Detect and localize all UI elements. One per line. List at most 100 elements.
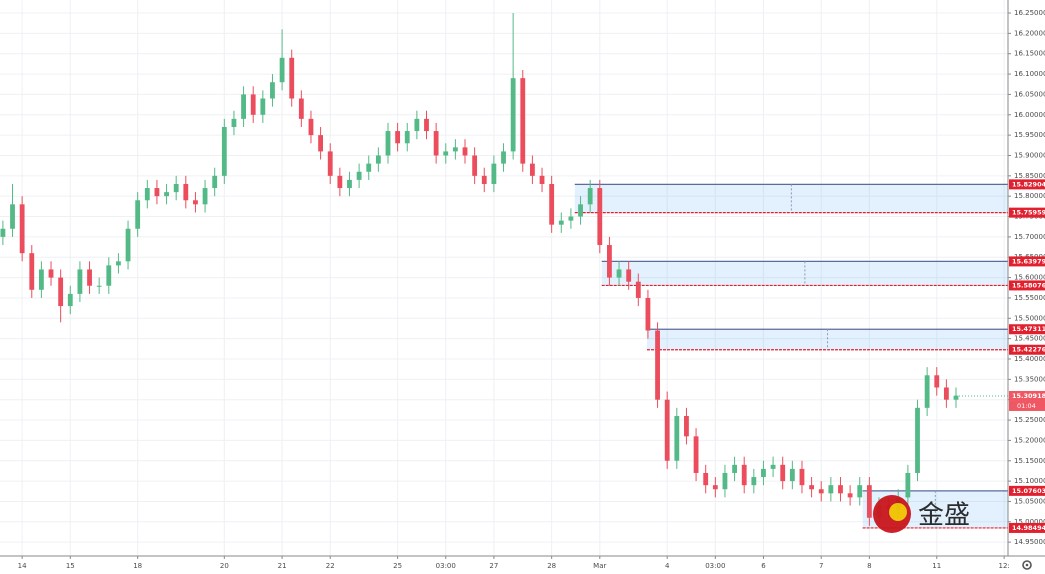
candle-body [298, 98, 304, 119]
y-tick-label: 15.60000 [1014, 274, 1045, 282]
candle-body [48, 269, 54, 278]
candle-body [741, 464, 747, 486]
y-tick-label: 15.95000 [1014, 131, 1045, 139]
price-label: 15.30918 [1012, 392, 1045, 400]
candle-body [356, 171, 362, 180]
candle-body [481, 175, 487, 184]
candle-body [655, 330, 660, 400]
price-label: 14.98494 [1012, 524, 1045, 532]
watermark: 金盛 [873, 495, 970, 533]
x-tick-label: 7 [819, 562, 823, 570]
grid [0, 0, 1008, 556]
y-tick-label: 15.55000 [1014, 294, 1045, 302]
candle-body [0, 228, 6, 237]
x-tick-label: 6 [761, 562, 766, 570]
candle-body [135, 200, 141, 229]
price-label-box [1009, 324, 1045, 335]
candle-body [462, 147, 468, 156]
price-label: 15.42276 [1012, 346, 1045, 354]
candle-body [231, 118, 237, 127]
x-tick-label: 15 [66, 562, 75, 570]
y-tick-label: 16.15000 [1014, 50, 1045, 58]
price-label: 15.75959 [1012, 209, 1045, 217]
candle-body [87, 269, 92, 286]
candle-body [578, 204, 583, 217]
x-tick-label: 11 [932, 562, 941, 570]
candle-body [96, 285, 102, 287]
candle-body [549, 183, 555, 225]
candle-body [433, 131, 439, 156]
candle-body [751, 477, 757, 486]
x-tick-label: 27 [489, 562, 498, 570]
candle-body [943, 387, 949, 400]
candle-body [164, 192, 169, 197]
price-label: 15.82904 [1012, 180, 1045, 188]
x-tick-label: 4 [665, 562, 670, 570]
candle-body [116, 261, 121, 266]
y-tick-label: 15.35000 [1014, 375, 1045, 383]
countdown: 01:04 [1017, 402, 1036, 410]
candle-body [799, 468, 805, 486]
candle-body [558, 220, 564, 225]
candle-body [761, 468, 766, 478]
x-tick-label: 03:00 [436, 562, 456, 570]
candle-body [67, 293, 73, 307]
candle-body [308, 118, 314, 136]
y-tick-label: 15.05000 [1014, 497, 1045, 505]
logo-text: 金盛 [918, 501, 970, 531]
candle-body [289, 57, 295, 99]
candle-body [270, 82, 275, 99]
y-tick-label: 15.85000 [1014, 172, 1045, 180]
candle-body [212, 175, 218, 189]
x-tick-label: 22 [326, 562, 335, 570]
candle-body [250, 94, 256, 115]
candle-body [385, 131, 391, 156]
price-label-box [1009, 207, 1045, 218]
y-tick-label: 15.00000 [1014, 518, 1045, 526]
candle-body [279, 57, 285, 83]
candle-body [58, 277, 64, 307]
candle-body [183, 183, 189, 201]
candle-body [202, 188, 208, 205]
candle-body [510, 78, 516, 152]
candle-body [337, 175, 343, 189]
candle-body [327, 151, 333, 176]
logo-dot [889, 503, 907, 521]
y-tick-label: 16.05000 [1014, 90, 1045, 98]
candle-body [491, 163, 497, 184]
axes: 14.95000 15.00000 15.05000 15.10000 15.15000… [18, 9, 1045, 570]
y-tick-label: 15.25000 [1014, 416, 1045, 424]
candle-body [568, 216, 574, 221]
candle-body [607, 245, 612, 278]
candle-body [472, 155, 478, 176]
y-tick-label: 15.70000 [1014, 233, 1045, 241]
candle-body [452, 147, 458, 152]
price-label-box [1009, 280, 1045, 291]
candle-body [857, 485, 863, 498]
candle-body [520, 78, 526, 164]
candle-body [684, 415, 689, 437]
candle-body [173, 183, 179, 193]
candle-body [838, 485, 843, 494]
zones [574, 183, 1008, 529]
y-tick-label: 15.45000 [1014, 335, 1045, 343]
candle-body [828, 485, 834, 494]
candle-body [443, 151, 449, 156]
candle-body [818, 489, 824, 494]
candle-body [953, 395, 959, 400]
gear[interactable] [1022, 560, 1032, 570]
candle-body [38, 269, 44, 290]
candle-body [501, 151, 506, 164]
candle-body [395, 131, 401, 144]
x-tick-label: Mar [593, 562, 606, 570]
candle-body [144, 188, 150, 201]
settings-button[interactable] [1022, 560, 1032, 570]
candle-body [587, 188, 593, 205]
candle-body [664, 399, 670, 461]
gear-hub[interactable] [1025, 563, 1029, 567]
x-tick-label: 8 [867, 562, 871, 570]
price-label: 15.47311 [1012, 325, 1045, 333]
y-tick-label: 14.95000 [1014, 538, 1045, 546]
candle-body [809, 485, 815, 490]
price-label: 15.63979 [1012, 257, 1045, 265]
